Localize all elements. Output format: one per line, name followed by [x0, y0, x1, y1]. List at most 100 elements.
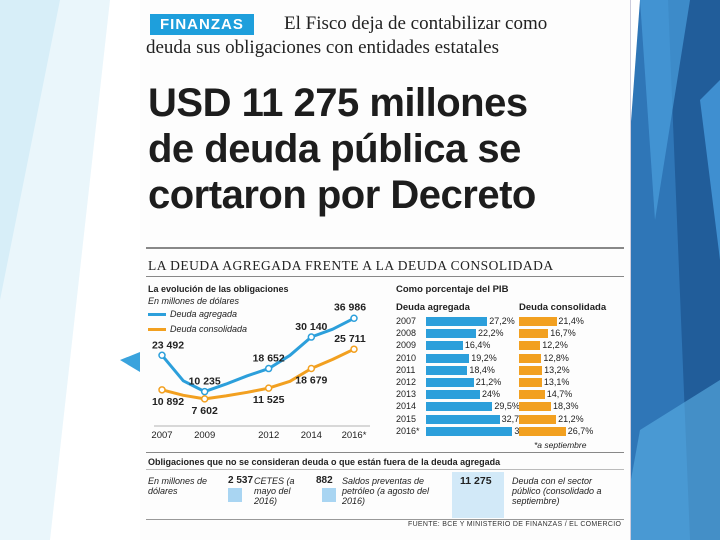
- bar-consolidada: [519, 317, 557, 326]
- divider-top: [146, 247, 624, 249]
- bar-consolidada: [519, 414, 557, 424]
- pct-note: *a septiembre: [534, 440, 587, 450]
- value-agregada: 21,2%: [475, 377, 502, 387]
- value-agregada: 29,5%: [494, 401, 520, 412]
- line-chart-subtitle: En millones de dólares: [148, 296, 240, 306]
- right-facet-3: [620, 380, 720, 540]
- value-consolidada: 12,8%: [543, 352, 569, 363]
- bar-consolidada: [519, 353, 542, 363]
- x-tick-label: 2014: [301, 430, 322, 441]
- x-tick-label: 2007: [151, 430, 172, 441]
- bar-agregada: [426, 341, 463, 351]
- total-box: [452, 472, 504, 518]
- value-agregada: 16,4%: [464, 340, 491, 351]
- preventas-swatch: [322, 488, 336, 502]
- data-label: 11 525: [253, 394, 285, 406]
- bar-consolidada: [519, 341, 541, 351]
- data-point: [350, 345, 358, 353]
- headline-line-2: de deuda pública se: [148, 127, 521, 171]
- value-consolidada: 21,4%: [558, 316, 584, 326]
- kicker-line-2: deuda sus obligaciones con entidades est…: [146, 37, 499, 58]
- data-point: [307, 333, 316, 341]
- data-label: 30 140: [295, 321, 327, 333]
- data-label: 7 602: [192, 405, 218, 417]
- pct-row-year: 2015: [396, 413, 417, 424]
- left-accent-panel: [0, 0, 60, 300]
- bar-agregada: [426, 317, 488, 326]
- legend-label-agregada: Deuda agregada: [170, 309, 238, 319]
- total-label: Deuda con el sector público (consolidado…: [512, 476, 602, 506]
- cetes-swatch: [228, 488, 242, 502]
- value-consolidada: 16,7%: [550, 328, 576, 339]
- pct-col-agregada: Deuda agregada: [396, 302, 470, 313]
- bar-consolidada: [519, 329, 549, 339]
- pct-row-2011: 2011 18,4% 13,2%: [396, 365, 621, 376]
- headline-line-3: cortaron por Decreto: [148, 173, 536, 217]
- bar-consolidada: [519, 378, 542, 387]
- pct-row-year: 2011: [396, 364, 416, 375]
- pct-row-2016: 2016*38,4%26,7%: [396, 426, 621, 437]
- pct-row-year: 2012: [396, 377, 417, 387]
- value-agregada: 32,7%: [501, 413, 528, 424]
- bar-agregada: [426, 378, 474, 387]
- data-label: 10 892: [152, 396, 184, 408]
- x-tick-label: 2016*: [342, 430, 367, 441]
- bar-agregada: [426, 365, 468, 375]
- data-label: 18 652: [253, 353, 285, 365]
- right-facet-2: [640, 0, 690, 220]
- source-credit: FUENTE: BCE Y MINISTERIO DE FINANZAS / E…: [408, 521, 622, 528]
- data-label: 25 711: [334, 333, 366, 345]
- value-agregada: 24%: [482, 389, 501, 400]
- bar-agregada: [426, 353, 470, 363]
- pct-row-year: 2016*: [396, 425, 420, 436]
- value-agregada: 27,2%: [489, 316, 515, 326]
- data-label: 10 235: [189, 376, 221, 388]
- data-point: [158, 386, 166, 394]
- value-consolidada: 13,2%: [544, 364, 570, 375]
- pct-row-2013: 2013 24% 14,7%: [396, 389, 621, 400]
- section-title: LA DEUDA AGREGADA FRENTE A LA DEUDA CONS…: [148, 258, 554, 273]
- data-point: [200, 395, 209, 403]
- divider-bottom: [146, 519, 624, 520]
- bar-agregada: [426, 426, 513, 436]
- x-tick-label: 2012: [258, 430, 279, 441]
- data-point: [264, 384, 273, 392]
- data-label: 36 986: [334, 301, 366, 313]
- pct-row-2008: 2008 22,2% 16,7%: [396, 328, 621, 339]
- total-value: 11 275: [460, 475, 492, 487]
- cetes-label: CETES (a mayo del 2016): [254, 476, 295, 506]
- pct-row-2007: 2007 27,2% 21,4%: [396, 316, 621, 327]
- preventas-value: 882: [316, 475, 333, 486]
- data-point: [158, 351, 166, 360]
- footer-units: En millones de dólares: [148, 476, 208, 496]
- pct-col-consolidada: Deuda consolidada: [519, 302, 607, 313]
- data-point: [350, 314, 358, 323]
- x-tick-label: 2009: [194, 430, 215, 441]
- bar-agregada: [426, 390, 480, 400]
- value-agregada: 19,2%: [471, 352, 497, 363]
- preventas-label: Saldos preventas de petróleo (a agosto d…: [342, 476, 430, 506]
- bar-consolidada: [519, 390, 545, 400]
- pct-row-2015: 2015 32,7% 21,2%: [396, 414, 621, 425]
- series-line-agregada: [160, 316, 355, 394]
- cetes-value: 2 537: [228, 475, 254, 486]
- pct-row-year: 2007: [396, 316, 417, 326]
- divider-footer-inner: [146, 469, 624, 470]
- pct-table-title: Como porcentaje del PIB: [396, 284, 509, 295]
- value-consolidada: 18,3%: [553, 401, 579, 412]
- pct-row-2009: 2009 16,4% 12,2%: [396, 340, 621, 351]
- divider-section: [146, 276, 624, 277]
- data-point: [264, 364, 273, 373]
- bar-agregada: [426, 414, 500, 424]
- value-agregada: 18,4%: [469, 364, 495, 375]
- value-agregada: 22,2%: [478, 328, 504, 339]
- divider-footer: [146, 452, 624, 453]
- pct-row-year: 2014: [396, 401, 417, 412]
- pct-row-2010: 2010 19,2% 12,8%: [396, 353, 621, 364]
- pct-row-2012: 2012 21,2% 13,1%: [396, 377, 621, 388]
- value-consolidada: 12,2%: [542, 340, 568, 351]
- line-chart: 23 492 10 235 18 652 30 140 36 986 10 892 7 60…: [151, 301, 370, 441]
- data-point: [307, 364, 316, 373]
- pct-row-year: 2008: [396, 328, 417, 339]
- legend-swatch-consolidada: [148, 328, 166, 331]
